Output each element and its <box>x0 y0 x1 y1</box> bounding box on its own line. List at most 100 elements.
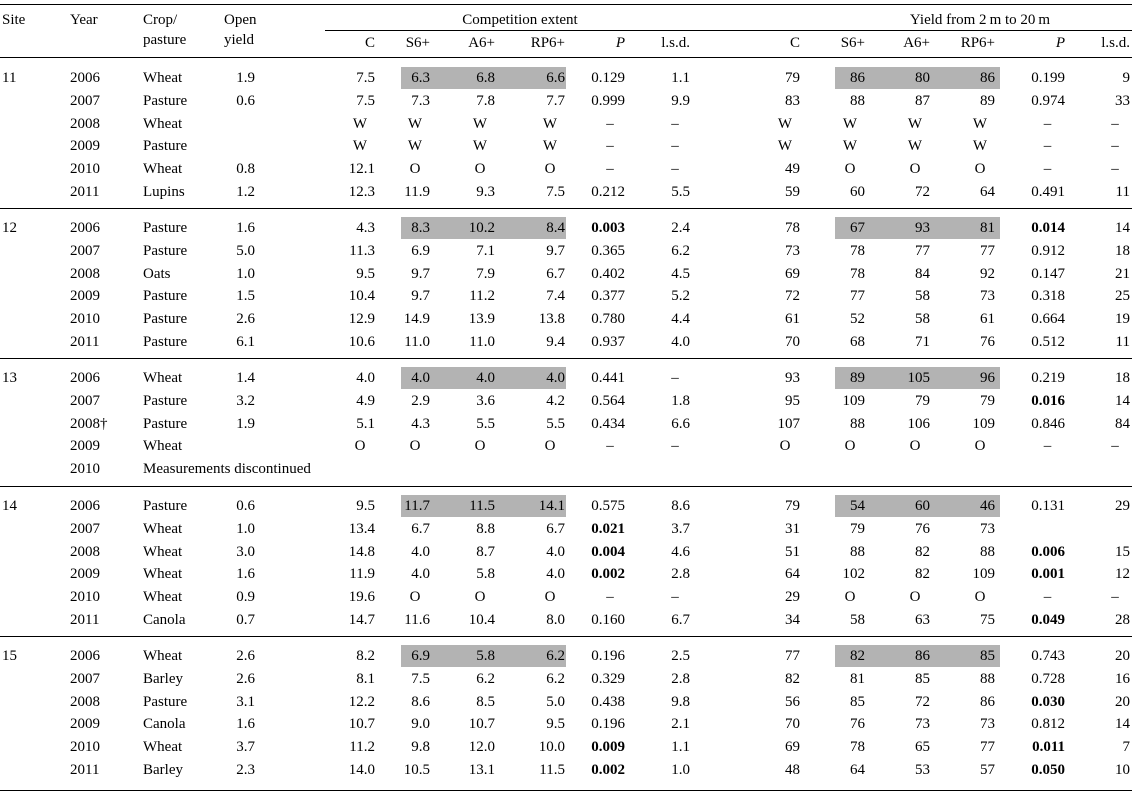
crop-cell: Canola <box>143 612 186 628</box>
shaded-block-competition <box>401 495 566 517</box>
competition-a6-cell: 5.8 <box>476 566 495 583</box>
competition-a6-cell: 10.2 <box>468 220 495 236</box>
competition-c-cell: 8.2 <box>356 648 375 664</box>
competition-a6-cell: 10.7 <box>468 716 495 733</box>
competition-rp6-cell: 4.0 <box>546 566 565 583</box>
open-yield-cell: 3.1 <box>236 693 255 710</box>
yield-a6-cell: 65 <box>915 739 930 756</box>
open-yield-cell: 1.6 <box>236 566 255 583</box>
competition-rp6-cell: O <box>544 161 556 178</box>
year-cell: 2010 <box>70 589 100 606</box>
site-label: 13 <box>2 370 17 386</box>
competition-rp6-cell: 9.5 <box>546 716 565 733</box>
crop-cell: Pasture <box>143 415 188 432</box>
competition-rp6-cell: 9.4 <box>546 334 565 350</box>
header-y-p: P <box>1055 35 1065 51</box>
yield-p-cell: 0.030 <box>1031 693 1065 710</box>
yield-rp6-cell: 73 <box>980 288 995 305</box>
yield-a6-cell: 82 <box>915 566 930 583</box>
competition-a6-cell: 13.1 <box>468 762 495 778</box>
year-cell: 2006 <box>70 220 100 236</box>
yield-a6-cell: 85 <box>915 670 930 687</box>
competition-s6-cell: 4.0 <box>411 543 430 560</box>
competition-c-cell: 12.2 <box>348 693 375 710</box>
yield-a6-cell: 72 <box>915 693 930 710</box>
yield-p-cell: – <box>1043 438 1052 455</box>
competition-s6-cell: 9.7 <box>411 288 430 305</box>
yield-p-cell: 0.912 <box>1031 242 1065 259</box>
competition-rp6-cell: O <box>544 438 556 455</box>
yield-p-cell: – <box>1043 115 1052 132</box>
open-yield-cell: 0.7 <box>236 612 255 628</box>
yield-s6-cell: 77 <box>850 288 865 305</box>
competition-lsd-cell: – <box>671 370 679 386</box>
shaded-block-competition <box>401 217 566 239</box>
open-yield-cell: 1.0 <box>236 520 255 537</box>
yield-lsd-cell: 25 <box>1115 288 1130 305</box>
yield-rp6-cell: W <box>972 115 988 132</box>
shaded-block-yield <box>835 367 1000 389</box>
competition-p-cell: 0.129 <box>591 70 625 86</box>
competition-c-cell: 12.3 <box>348 184 375 200</box>
competition-p-cell: 0.377 <box>591 288 625 305</box>
crop-cell: Barley <box>143 762 183 778</box>
competition-rp6-cell: 5.0 <box>546 693 565 710</box>
competition-lsd-cell: – <box>671 589 679 606</box>
yield-lsd-cell: 18 <box>1115 242 1130 259</box>
competition-c-cell: W <box>352 115 368 132</box>
competition-p-cell: 0.009 <box>591 739 625 756</box>
competition-s6-cell: 4.0 <box>411 566 430 583</box>
year-cell: 2007 <box>70 520 100 537</box>
crop-cell: Wheat <box>143 161 183 178</box>
crop-cell: Wheat <box>143 70 183 86</box>
competition-c-cell: 13.4 <box>348 520 375 537</box>
yield-rp6-cell: O <box>974 161 986 178</box>
competition-c-cell: 14.7 <box>348 612 375 628</box>
section-rule <box>0 636 1132 637</box>
yield-rp6-cell: O <box>974 589 986 606</box>
yield-rp6-cell: 81 <box>980 220 995 236</box>
yield-rp6-cell: 85 <box>980 648 995 664</box>
competition-p-cell: 0.441 <box>591 370 625 386</box>
competition-a6-cell: 8.5 <box>476 693 495 710</box>
year-cell: 2009 <box>70 138 100 155</box>
yield-lsd-cell: 28 <box>1115 612 1130 628</box>
competition-a6-cell: 11.2 <box>469 288 495 305</box>
yield-s6-cell: 82 <box>850 648 865 664</box>
section-rule <box>0 790 1132 791</box>
competition-s6-cell: 6.9 <box>411 648 430 664</box>
competition-a6-cell: 11.0 <box>469 334 495 350</box>
competition-c-cell: 11.2 <box>349 739 375 756</box>
header-crop-line1: Crop/ <box>143 12 178 28</box>
year-cell: 2010 <box>70 311 100 328</box>
open-yield-cell: 5.0 <box>236 242 255 259</box>
yield-a6-cell: 76 <box>915 520 930 537</box>
yield-rp6-cell: 64 <box>980 184 995 200</box>
competition-lsd-cell: 6.2 <box>671 242 690 259</box>
competition-a6-cell: 13.9 <box>468 311 495 328</box>
yield-lsd-cell: 16 <box>1115 670 1130 687</box>
competition-a6-cell: W <box>472 115 488 132</box>
competition-s6-cell: 7.3 <box>411 92 430 109</box>
yield-s6-cell: 102 <box>842 566 866 583</box>
competition-lsd-cell: – <box>671 138 679 155</box>
open-yield-cell: 3.0 <box>236 543 255 560</box>
yield-a6-cell: 53 <box>915 762 930 778</box>
yield-s6-cell: 58 <box>850 612 865 628</box>
competition-p-cell: 0.002 <box>591 762 625 778</box>
competition-s6-cell: O <box>409 161 421 178</box>
yield-c-cell: 69 <box>785 739 800 756</box>
yield-s6-cell: 78 <box>850 242 865 259</box>
yield-s6-cell: W <box>842 138 858 155</box>
year-cell: 2010 <box>70 161 100 178</box>
yield-rp6-cell: 109 <box>972 566 996 583</box>
competition-lsd-cell: 5.5 <box>671 184 690 200</box>
header-y-lsd: l.s.d. <box>1101 35 1130 51</box>
yield-lsd-cell: 11 <box>1115 184 1130 200</box>
yield-lsd-cell: 12 <box>1115 566 1130 583</box>
yield-rp6-cell: 76 <box>980 334 995 350</box>
yield-s6-cell: 79 <box>850 520 865 537</box>
yield-c-cell: 82 <box>785 670 800 687</box>
yield-s6-cell: 86 <box>850 70 865 86</box>
yield-s6-cell: 88 <box>850 543 865 560</box>
